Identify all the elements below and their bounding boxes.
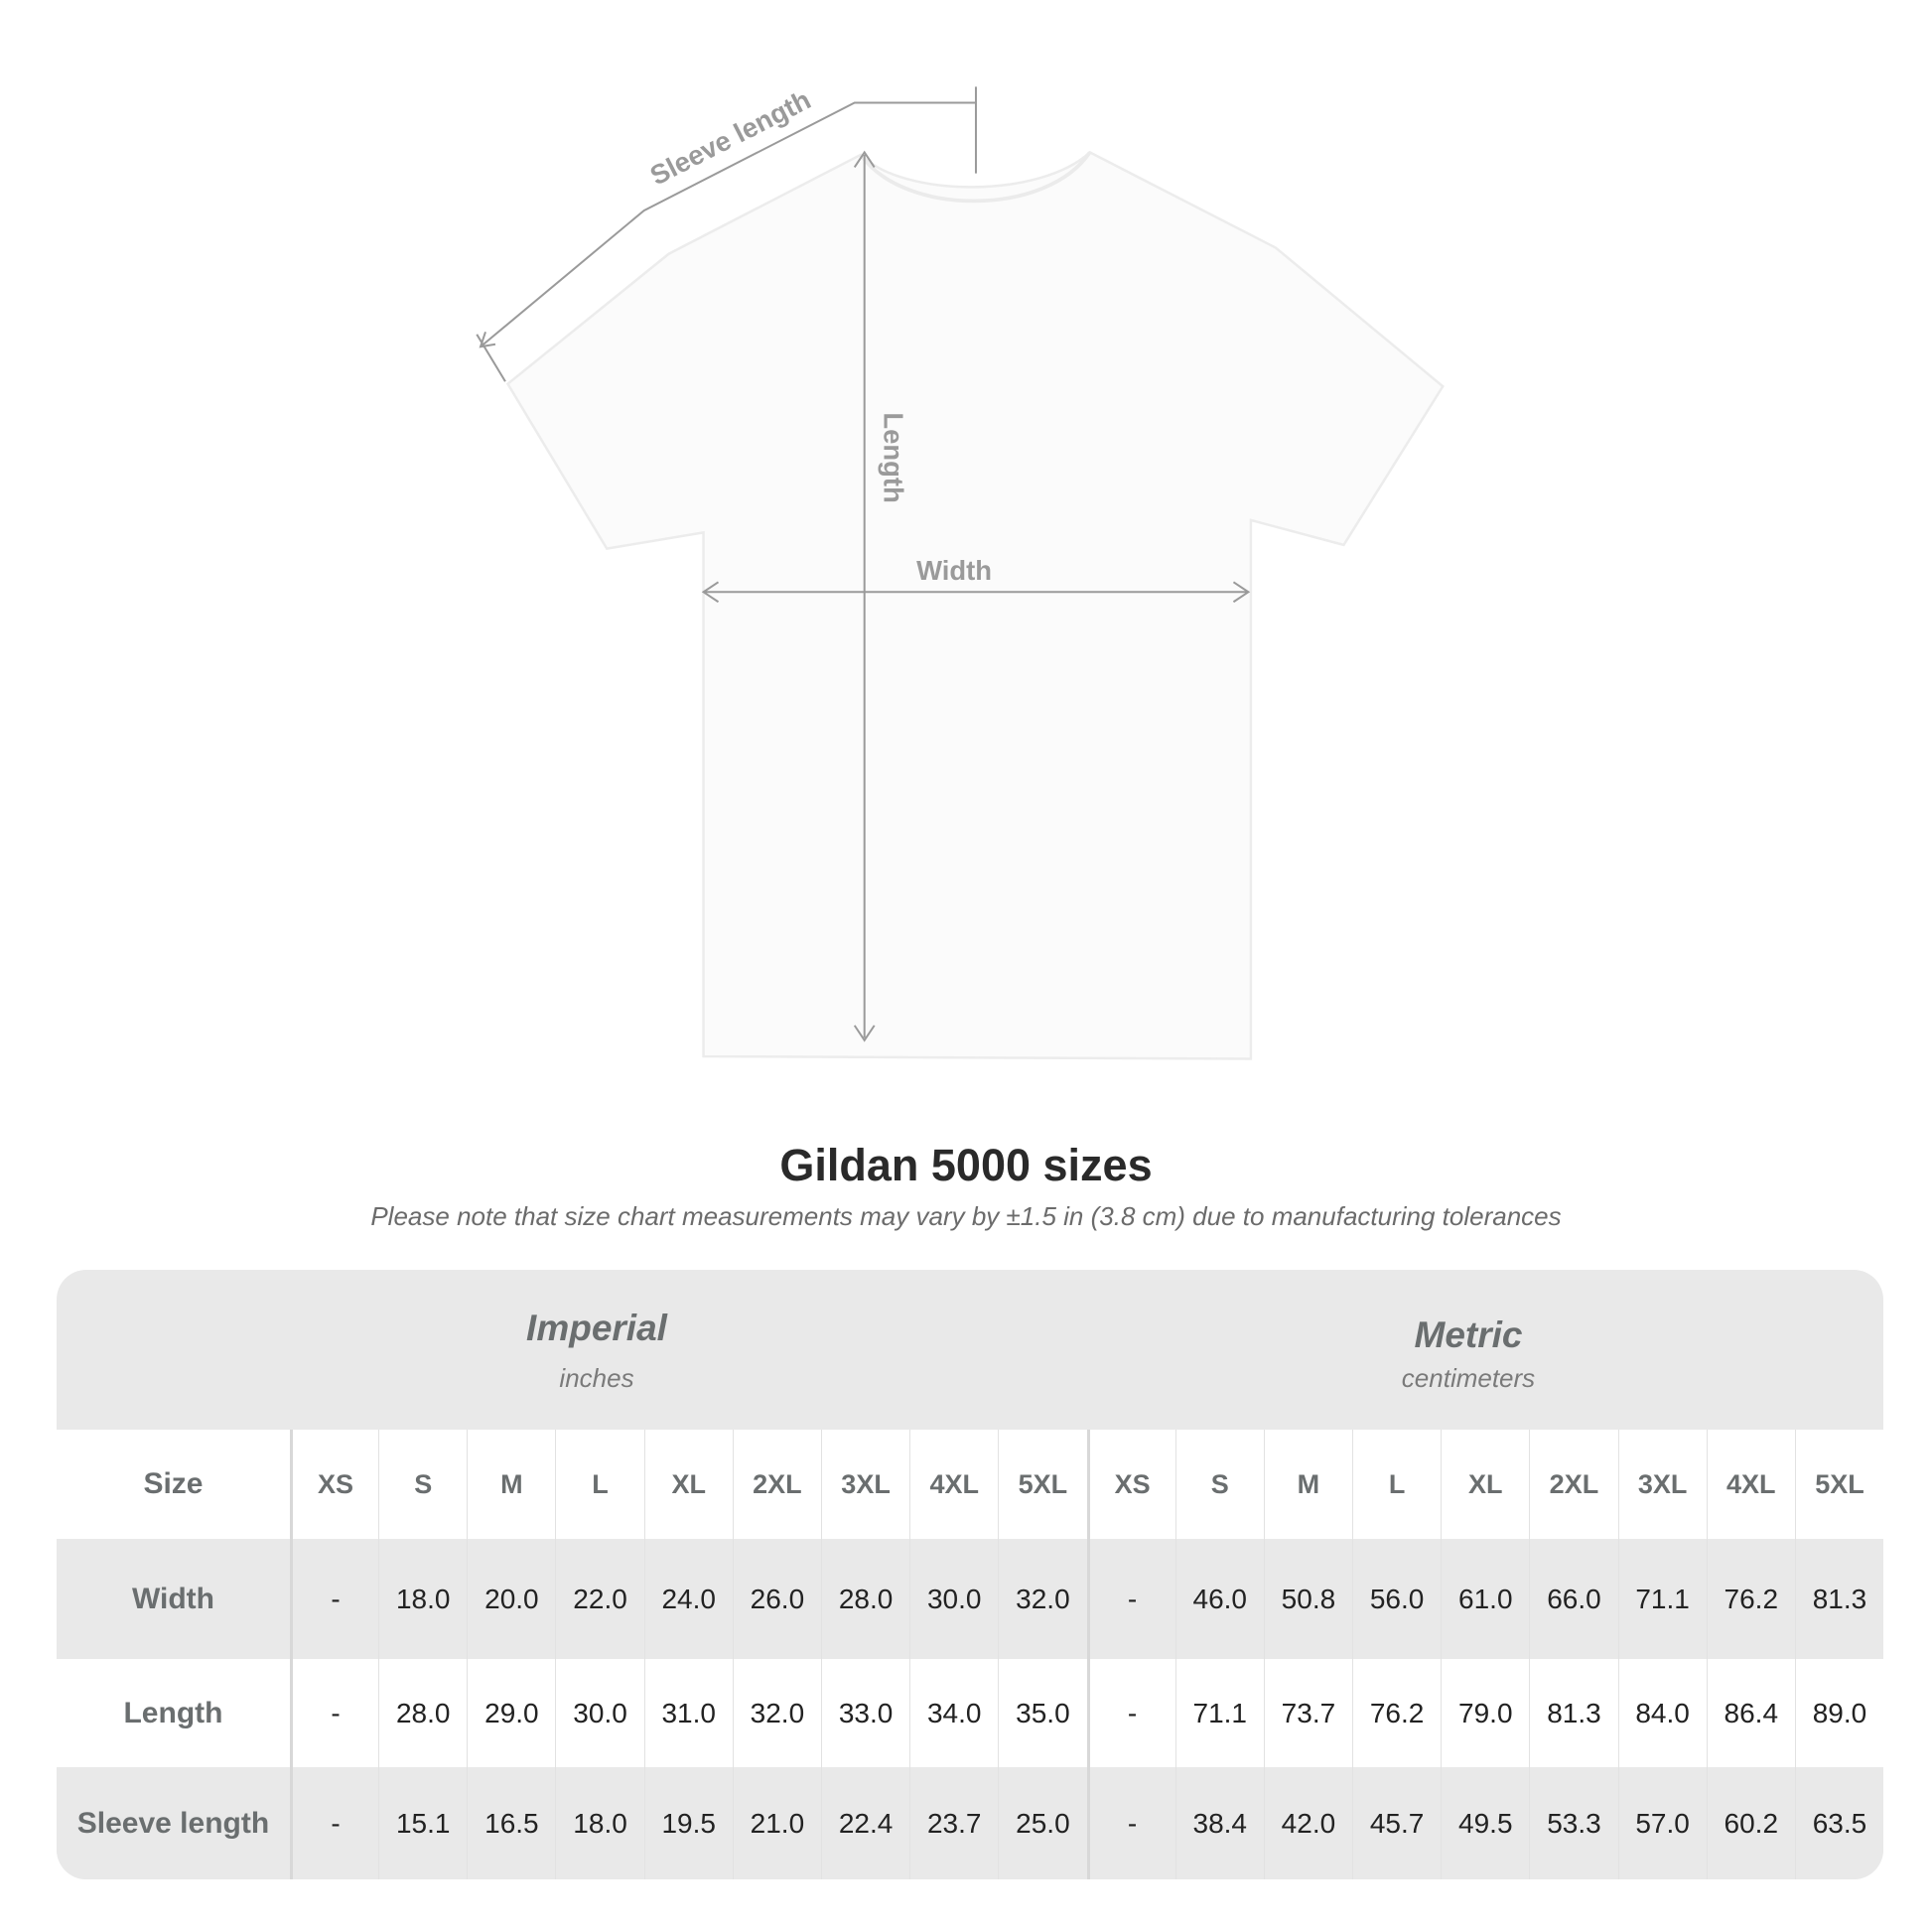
- width-arrow: [701, 581, 1251, 604]
- row-label: Sleeve length: [76, 1806, 270, 1840]
- imperial-size-header: 3XL: [820, 1430, 909, 1539]
- table-row: Length -28.0 29.0 30.0 31.0 32.0 33.0 34.0 35.0-…: [57, 1659, 1883, 1767]
- table-row: Sleeve length -15.1 16.5 18.0 19.5 21.0 22.4 23…: [57, 1767, 1883, 1879]
- row-label: Length: [123, 1696, 223, 1729]
- row-label: Size: [143, 1467, 204, 1500]
- sleeve-length-arrow: [476, 86, 977, 382]
- metric-size-header: S: [1174, 1430, 1264, 1539]
- imperial-value-cell: 30.0: [555, 1659, 643, 1767]
- imperial-value-cell: 31.0: [643, 1659, 733, 1767]
- metric-value-cell: 89.0: [1794, 1659, 1883, 1767]
- metric-value-cell: 76.2: [1706, 1539, 1795, 1659]
- imperial-value-cell: 26.0: [732, 1539, 821, 1659]
- imperial-value-cell: 32.0: [998, 1539, 1086, 1659]
- imperial-value-cell: 22.0: [555, 1539, 643, 1659]
- imperial-value-cell: 21.0: [732, 1767, 821, 1879]
- length-label: Length: [879, 412, 909, 502]
- imperial-value-cell: 24.0: [643, 1539, 733, 1659]
- sleeve-length-label: Sleeve length: [645, 84, 816, 192]
- imperial-value-cell: 15.1: [378, 1767, 467, 1879]
- metric-value-cell: 66.0: [1529, 1539, 1617, 1659]
- metric-unit: centimeters: [1401, 1363, 1536, 1393]
- metric-value-cell: 79.0: [1441, 1659, 1529, 1767]
- metric-value-cell: -: [1086, 1659, 1175, 1767]
- row-label: Width: [131, 1582, 214, 1615]
- imperial-value-cell: 25.0: [998, 1767, 1086, 1879]
- imperial-value-cell: 19.5: [643, 1767, 733, 1879]
- metric-value-cell: 63.5: [1794, 1767, 1883, 1879]
- metric-size-header: XL: [1441, 1430, 1529, 1539]
- imperial-size-header: M: [467, 1430, 555, 1539]
- metric-value-cell: 49.5: [1441, 1767, 1529, 1879]
- tshirt-shape: [505, 150, 1445, 1060]
- imperial-value-cell: -: [289, 1539, 378, 1659]
- imperial-size-header: 4XL: [909, 1430, 998, 1539]
- imperial-value-cell: 23.7: [909, 1767, 998, 1879]
- imperial-header: Imperial inches: [299, 1308, 895, 1394]
- imperial-value-cell: 35.0: [998, 1659, 1086, 1767]
- imperial-value-cell: 22.4: [820, 1767, 909, 1879]
- metric-title: Metric: [1414, 1314, 1523, 1355]
- imperial-value-cell: -: [289, 1659, 378, 1767]
- imperial-value-cell: 28.0: [378, 1659, 467, 1767]
- metric-value-cell: 84.0: [1617, 1659, 1707, 1767]
- imperial-size-header: L: [555, 1430, 643, 1539]
- metric-size-header: M: [1263, 1430, 1352, 1539]
- width-label: Width: [916, 555, 992, 586]
- imperial-value-cell: 16.5: [467, 1767, 555, 1879]
- metric-size-header: 2XL: [1529, 1430, 1617, 1539]
- chart-title: Gildan 5000 sizes: [779, 1140, 1153, 1190]
- imperial-size-header: XS: [289, 1430, 378, 1539]
- metric-value-cell: 45.7: [1352, 1767, 1441, 1879]
- metric-header: Metric centimeters: [1171, 1314, 1766, 1394]
- metric-value-cell: 71.1: [1174, 1659, 1264, 1767]
- metric-size-header: 3XL: [1617, 1430, 1707, 1539]
- metric-value-cell: 57.0: [1617, 1767, 1707, 1879]
- size-table: Imperial inches Metric centimeters Size X…: [57, 1270, 1883, 1879]
- imperial-value-cell: 18.0: [555, 1767, 643, 1879]
- imperial-size-header: S: [378, 1430, 467, 1539]
- metric-value-cell: 46.0: [1174, 1539, 1264, 1659]
- imperial-size-header: 5XL: [998, 1430, 1086, 1539]
- imperial-size-header: XL: [643, 1430, 733, 1539]
- metric-value-cell: 86.4: [1706, 1659, 1795, 1767]
- imperial-value-cell: -: [289, 1767, 378, 1879]
- imperial-value-cell: 30.0: [909, 1539, 998, 1659]
- table-row: Width -18.0 20.0 22.0 24.0 26.0 28.0 30.0 32.0-4…: [57, 1539, 1883, 1659]
- imperial-title: Imperial: [526, 1308, 667, 1348]
- metric-size-header: XS: [1086, 1430, 1175, 1539]
- metric-value-cell: 38.4: [1174, 1767, 1264, 1879]
- metric-value-cell: 42.0: [1263, 1767, 1352, 1879]
- metric-value-cell: 61.0: [1441, 1539, 1529, 1659]
- tshirt-collar: [859, 151, 1092, 204]
- tolerance-note: Please note that size chart measurements…: [370, 1201, 1562, 1231]
- imperial-value-cell: 34.0: [909, 1659, 998, 1767]
- metric-value-cell: 56.0: [1352, 1539, 1441, 1659]
- imperial-value-cell: 20.0: [467, 1539, 555, 1659]
- metric-value-cell: 60.2: [1706, 1767, 1795, 1879]
- metric-value-cell: 76.2: [1352, 1659, 1441, 1767]
- imperial-value-cell: 29.0: [467, 1659, 555, 1767]
- imperial-size-header: 2XL: [732, 1430, 821, 1539]
- metric-value-cell: 50.8: [1263, 1539, 1352, 1659]
- size-header-row: Size XS S M L XL 2XL 3XL 4XL 5XL XS S M L XL 2XL 3XL 4XL 5…: [57, 1430, 1883, 1539]
- metric-size-header: 4XL: [1706, 1430, 1795, 1539]
- metric-value-cell: 81.3: [1794, 1539, 1883, 1659]
- imperial-value-cell: 32.0: [732, 1659, 821, 1767]
- imperial-value-cell: 28.0: [820, 1539, 909, 1659]
- metric-value-cell: 53.3: [1529, 1767, 1617, 1879]
- imperial-unit: inches: [559, 1363, 634, 1393]
- metric-value-cell: 73.7: [1263, 1659, 1352, 1767]
- metric-value-cell: -: [1086, 1539, 1175, 1659]
- metric-value-cell: 71.1: [1617, 1539, 1707, 1659]
- metric-value-cell: -: [1086, 1767, 1175, 1879]
- imperial-value-cell: 18.0: [378, 1539, 467, 1659]
- imperial-value-cell: 33.0: [820, 1659, 909, 1767]
- metric-size-header: L: [1352, 1430, 1441, 1539]
- metric-size-header: 5XL: [1794, 1430, 1883, 1539]
- length-arrow: [853, 150, 876, 1042]
- metric-value-cell: 81.3: [1529, 1659, 1617, 1767]
